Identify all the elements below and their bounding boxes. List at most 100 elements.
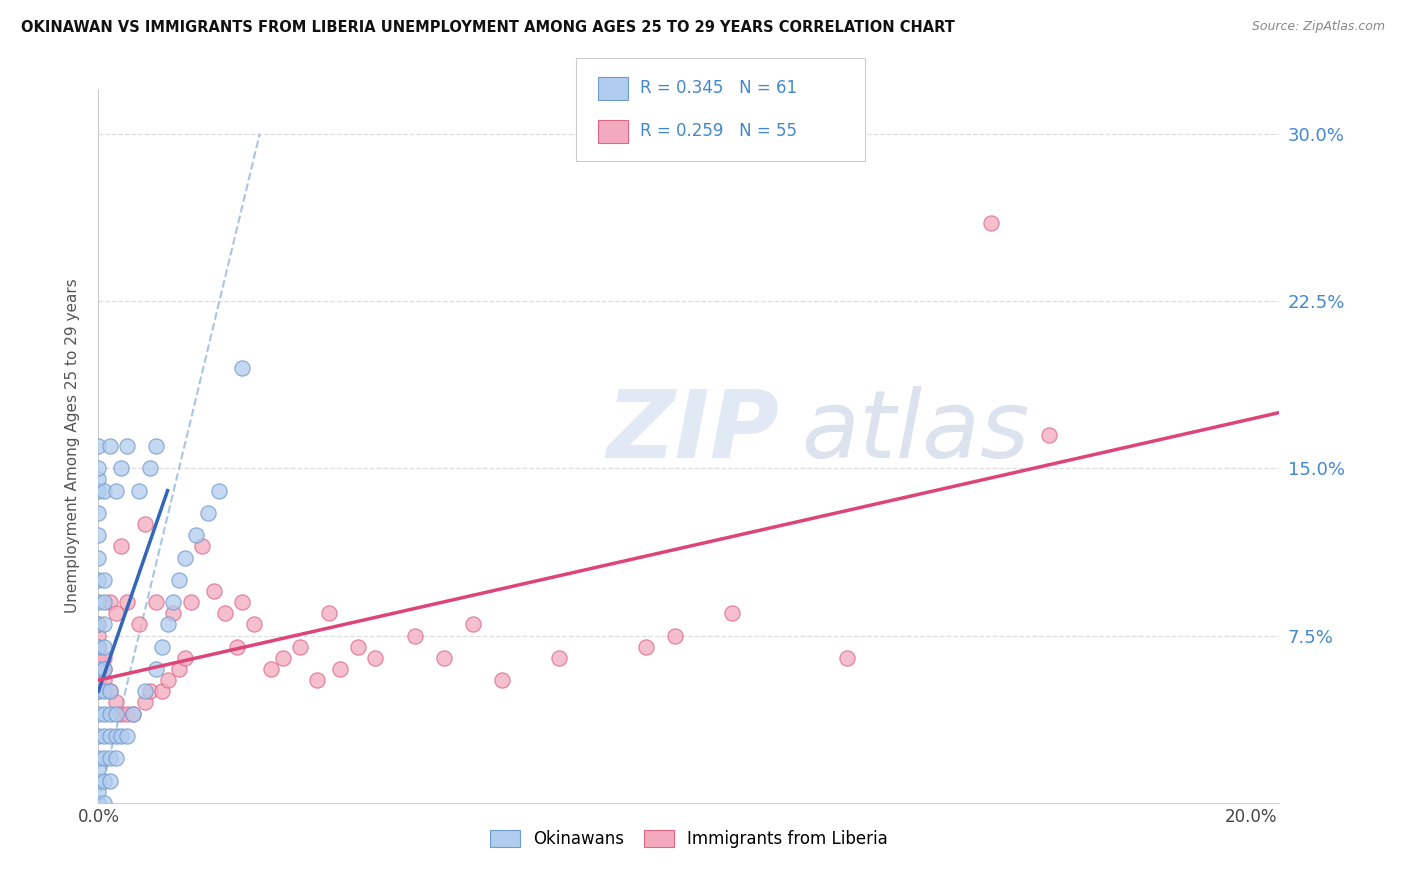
- Point: [139, 684, 162, 698]
- Point: [87, 662, 110, 676]
- Point: [167, 662, 190, 676]
- Point: [145, 662, 167, 676]
- Point: [87, 573, 110, 587]
- Point: [156, 617, 179, 632]
- Point: [87, 461, 110, 475]
- Point: [87, 617, 110, 632]
- Point: [1038, 427, 1060, 442]
- Point: [634, 640, 657, 654]
- Point: [87, 662, 110, 676]
- Point: [104, 706, 127, 721]
- Point: [288, 640, 311, 654]
- Point: [110, 706, 132, 721]
- Point: [87, 729, 110, 743]
- Point: [104, 607, 127, 621]
- Point: [191, 539, 214, 553]
- Point: [87, 528, 110, 542]
- Point: [87, 595, 110, 609]
- Point: [93, 651, 115, 665]
- Point: [167, 573, 190, 587]
- Point: [139, 461, 162, 475]
- Point: [243, 617, 266, 632]
- Point: [110, 539, 132, 553]
- Point: [318, 607, 340, 621]
- Point: [110, 729, 132, 743]
- Point: [104, 696, 127, 710]
- Point: [162, 595, 184, 609]
- Text: atlas: atlas: [801, 386, 1029, 477]
- Point: [162, 607, 184, 621]
- Point: [87, 506, 110, 520]
- Point: [231, 360, 253, 375]
- Point: [98, 706, 121, 721]
- Point: [93, 773, 115, 788]
- Point: [548, 651, 571, 665]
- Point: [87, 640, 110, 654]
- Point: [128, 483, 150, 498]
- Point: [98, 729, 121, 743]
- Point: [87, 773, 110, 788]
- Text: OKINAWAN VS IMMIGRANTS FROM LIBERIA UNEMPLOYMENT AMONG AGES 25 TO 29 YEARS CORRE: OKINAWAN VS IMMIGRANTS FROM LIBERIA UNEM…: [21, 20, 955, 35]
- Text: R = 0.259   N = 55: R = 0.259 N = 55: [640, 122, 797, 140]
- Point: [208, 483, 231, 498]
- Point: [87, 684, 110, 698]
- Point: [134, 516, 156, 531]
- Point: [433, 651, 456, 665]
- Point: [98, 595, 121, 609]
- Point: [664, 628, 686, 642]
- Point: [87, 628, 110, 642]
- Point: [87, 473, 110, 487]
- Point: [173, 651, 195, 665]
- Point: [180, 595, 202, 609]
- Point: [93, 684, 115, 698]
- Legend: Okinawans, Immigrants from Liberia: Okinawans, Immigrants from Liberia: [484, 823, 894, 855]
- Point: [197, 506, 219, 520]
- Point: [93, 617, 115, 632]
- Point: [93, 595, 115, 609]
- Y-axis label: Unemployment Among Ages 25 to 29 years: Unemployment Among Ages 25 to 29 years: [65, 278, 80, 614]
- Point: [346, 640, 368, 654]
- Point: [87, 684, 110, 698]
- Point: [110, 461, 132, 475]
- Point: [980, 216, 1002, 230]
- Point: [214, 607, 236, 621]
- Point: [461, 617, 484, 632]
- Point: [115, 706, 138, 721]
- Point: [87, 785, 110, 799]
- Point: [364, 651, 387, 665]
- Point: [134, 684, 156, 698]
- Point: [104, 483, 127, 498]
- Point: [98, 751, 121, 765]
- Point: [93, 662, 115, 676]
- Point: [98, 439, 121, 453]
- Point: [115, 595, 138, 609]
- Point: [145, 595, 167, 609]
- Point: [87, 640, 110, 654]
- Point: [231, 595, 253, 609]
- Point: [122, 706, 145, 721]
- Point: [156, 673, 179, 687]
- Text: Source: ZipAtlas.com: Source: ZipAtlas.com: [1251, 20, 1385, 33]
- Point: [93, 483, 115, 498]
- Point: [87, 751, 110, 765]
- Point: [98, 684, 121, 698]
- Point: [145, 439, 167, 453]
- Point: [87, 796, 110, 810]
- Point: [491, 673, 513, 687]
- Point: [837, 651, 859, 665]
- Point: [122, 706, 145, 721]
- Point: [307, 673, 329, 687]
- Point: [150, 640, 173, 654]
- Text: ZIP: ZIP: [606, 385, 779, 478]
- Point: [225, 640, 247, 654]
- Point: [271, 651, 294, 665]
- Point: [93, 706, 115, 721]
- Point: [186, 528, 208, 542]
- Point: [173, 550, 195, 565]
- Point: [93, 573, 115, 587]
- Point: [98, 684, 121, 698]
- Point: [115, 439, 138, 453]
- Point: [104, 751, 127, 765]
- Point: [87, 673, 110, 687]
- Point: [98, 773, 121, 788]
